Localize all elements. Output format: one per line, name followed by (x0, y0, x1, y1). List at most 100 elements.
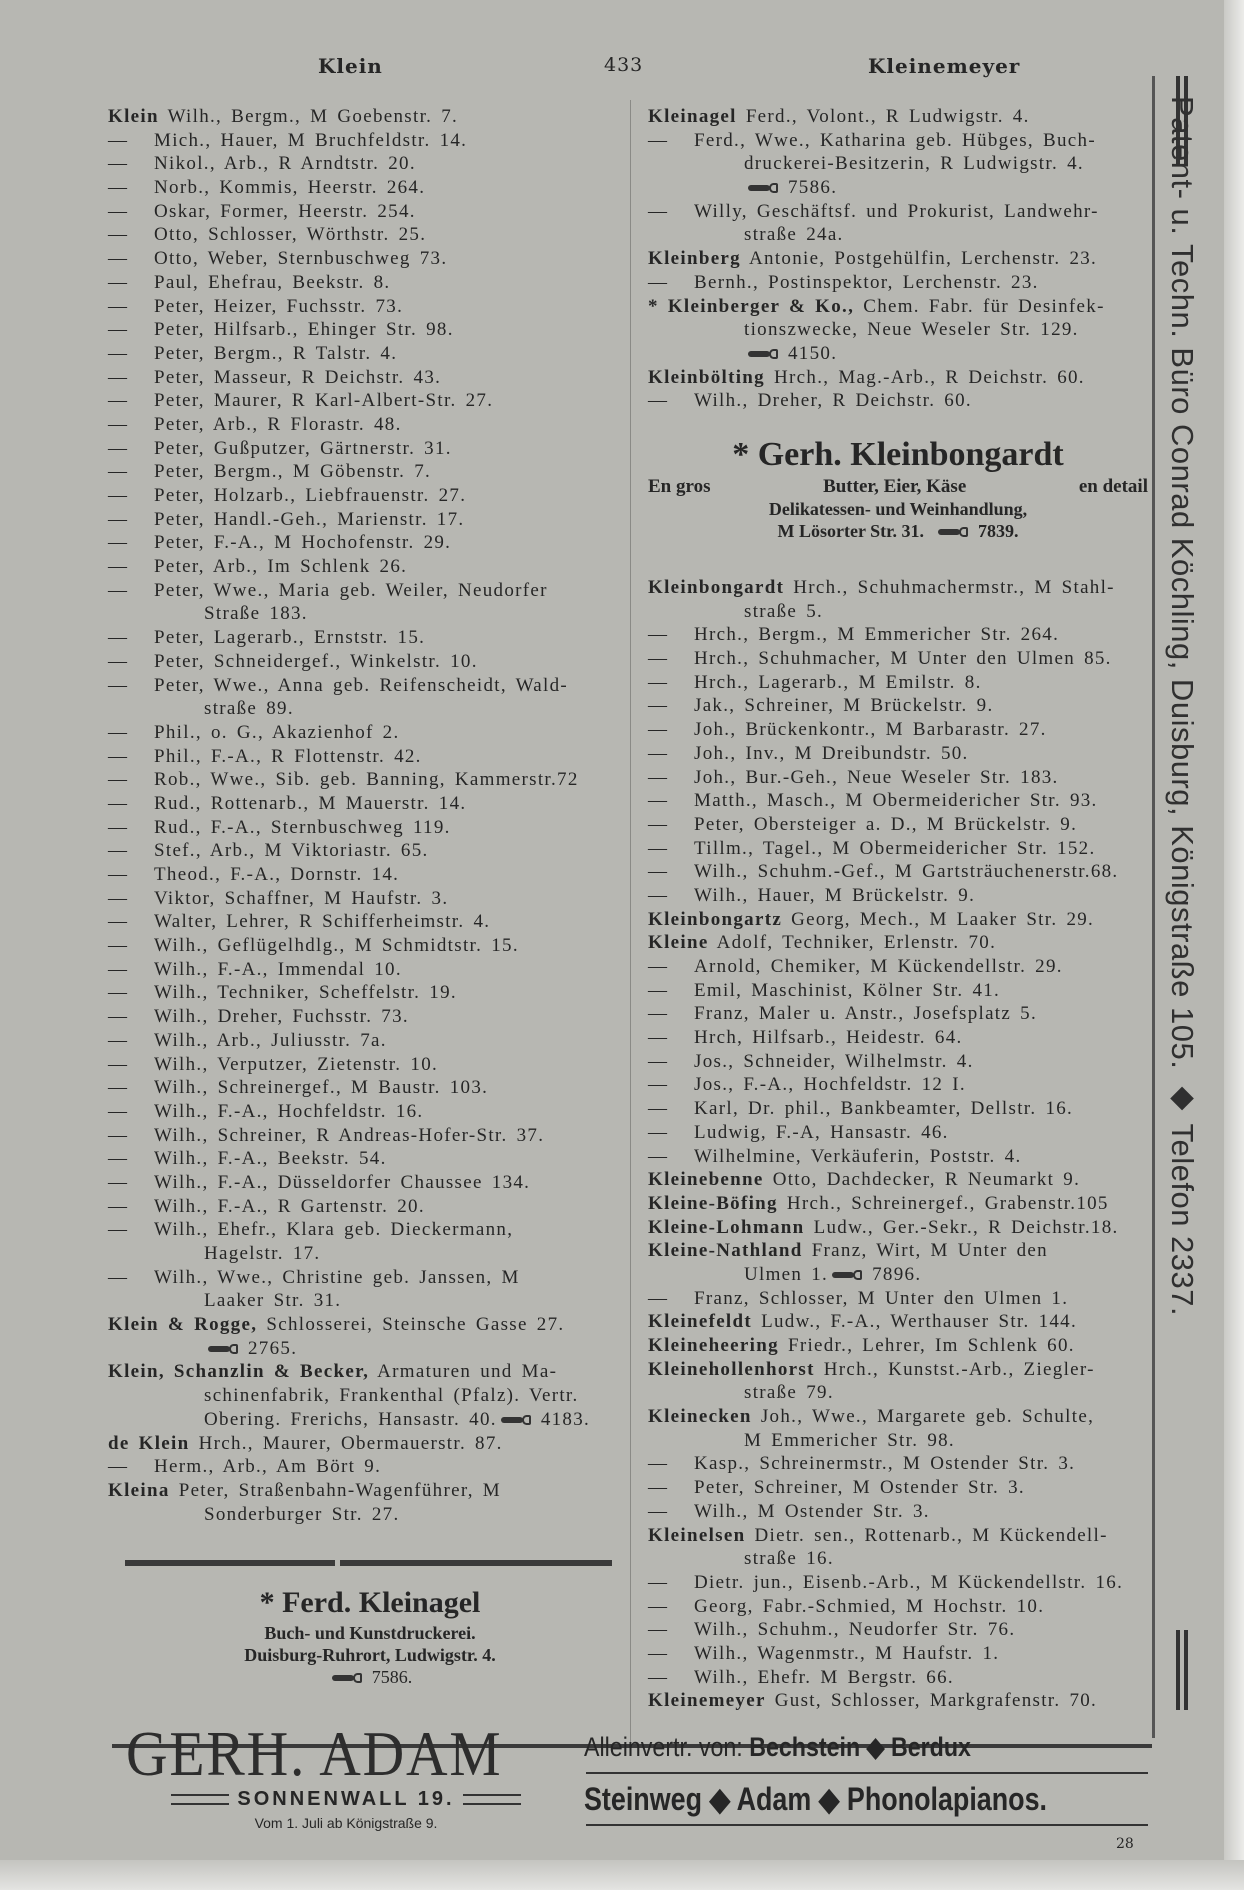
entry-text: Peter, Straßenbahn-Wagenführer, M (178, 1479, 502, 1501)
entry-line: — Peter, Hilfsarb., Ehinger Str. 98. (108, 318, 623, 342)
directory-entry: — Wilh., F.-A., R Gartenstr. 20. (108, 1195, 623, 1219)
entry-text: Bernh., Postinspektor, Lerchenstr. 23. (694, 271, 1039, 293)
ad-address-line: M Lösorter Str. 31. 7839. (648, 520, 1148, 542)
ad-phone: 7839. (977, 521, 1019, 541)
entry-text: Wilh., Wwe., Christine geb. Janssen, M (154, 1266, 520, 1288)
ditto-dash: — (108, 935, 129, 957)
entry-text: Peter, Bergm., R Talstr. 4. (154, 342, 398, 364)
directory-entry: — Walter, Lehrer, R Schifferheimstr. 4. (108, 910, 623, 934)
ad-line: Duisburg-Ruhrort, Ludwigstr. 4. (244, 1645, 496, 1665)
ditto-dash: — (648, 1121, 669, 1143)
entry-text: Peter, Hilfsarb., Ehinger Str. 98. (154, 319, 454, 341)
entry-text: Peter, Holzarb., Liebfrauenstr. 27. (154, 485, 467, 506)
entry-line: Kleine-Nathland Franz, Wirt, M Unter den (648, 1239, 1148, 1263)
ditto-dash: — (108, 650, 129, 672)
entry-text: Hrch., Lagerarb., M Emilstr. 8. (694, 671, 982, 693)
entry-line: — Wilh., Schuhm.-Gef., M Gartsträucheners… (648, 860, 1148, 884)
entry-text: Peter, Maurer, R Karl-Albert-Str. 27. (154, 390, 494, 412)
directory-entry: — Otto, Weber, Sternbuschweg 73. (108, 247, 623, 271)
scan-edge (1224, 0, 1244, 1890)
entry-text: Wilh., Ehefr. M Bergstr. 66. (694, 1666, 954, 1688)
ad-line: Delikatessen- und Weinhandlung, (768, 499, 1028, 519)
entry-text: Franz, Wirt, M Unter den (811, 1240, 1048, 1262)
telephone-icon (832, 1270, 863, 1281)
directory-entry: — Georg, Fabr.-Schmied, M Hochstr. 10. (648, 1595, 1148, 1619)
entry-line: — Willy, Geschäftsf. und Prokurist, Landw… (648, 200, 1148, 224)
directory-entry: — Peter, Handl.-Geh., Marienstr. 17. (108, 508, 623, 532)
directory-entry: — Hrch., Bergm., M Emmericher Str. 264. (648, 623, 1148, 647)
entry-line: M Emmericher Str. 98. (648, 1429, 1148, 1453)
entry-text: Laaker Str. 31. (204, 1290, 342, 1312)
ditto-dash: — (648, 1500, 669, 1522)
directory-entry: Klein Wilh., Bergm., M Goebenstr. 7. (108, 105, 623, 129)
directory-entry: — Dietr. jun., Eisenb.-Arb., M Kückendell… (648, 1571, 1148, 1595)
directory-entry: — Peter, Wwe., Anna geb. Reifenscheidt, W… (108, 674, 623, 721)
directory-entry: — Wilh., Dreher, R Deichstr. 60. (648, 389, 1148, 413)
directory-entry: — Emil, Maschinist, Kölner Str. 41. (648, 979, 1148, 1003)
directory-entry: — Wilh., Hauer, M Brückelstr. 9. (648, 884, 1148, 908)
directory-entry: — Wilh., Schuhm., Neudorfer Str. 76. (648, 1618, 1148, 1642)
entry-line: Sonderburger Str. 27. (108, 1503, 623, 1527)
entry-text: Adolf, Techniker, Erlenstr. 70. (716, 932, 997, 954)
double-bar (462, 1794, 521, 1806)
entry-surname: Kleinebenne (648, 1169, 764, 1191)
directory-entry: — Joh., Brückenkontr., M Barbarastr. 27. (648, 718, 1148, 742)
entry-text: Franz, Maler u. Anstr., Josefsplatz 5. (694, 1003, 1038, 1025)
entry-line: tionszwecke, Neue Weseler Str. 129. (648, 318, 1148, 342)
ditto-dash: — (648, 837, 669, 859)
directory-entry: * Kleinberger & Ko., Chem. Fabr. für Des… (648, 295, 1148, 366)
entry-line: — Peter, Maurer, R Karl-Albert-Str. 27. (108, 389, 623, 413)
entry-text: Wilh., F.-A., Hochfeldstr. 16. (154, 1100, 424, 1122)
directory-entry: — Hrch., Lagerarb., M Emilstr. 8. (648, 671, 1148, 695)
directory-entry: — Theod., F.-A., Dornstr. 14. (108, 863, 623, 887)
entry-text: Ferd., Volont., R Ludwigstr. 4. (745, 106, 1030, 127)
directory-entry: — Franz, Schlosser, M Unter den Ulmen 1. (648, 1287, 1148, 1311)
entry-text: Peter, Lagerarb., Ernststr. 15. (154, 627, 426, 649)
entry-line: — Wilh., F.-A., Beekstr. 54. (108, 1147, 623, 1171)
entry-line: — Jak., Schreiner, M Brückelstr. 9. (648, 694, 1148, 718)
entry-text: Peter, Bergm., M Göbenstr. 7. (154, 461, 432, 483)
entry-line: 7586. (648, 176, 1148, 200)
entry-text: Phil., o. G., Akazienhof 2. (154, 721, 400, 743)
entry-line: Laaker Str. 31. (108, 1289, 623, 1313)
directory-entry: — Wilh., Schreiner, R Andreas-Hofer-Str. … (108, 1124, 623, 1148)
directory-entry: — Rud., Rottenarb., M Mauerstr. 14. (108, 792, 623, 816)
entry-text: Ferd., Wwe., Katharina geb. Hübges, Buch… (694, 129, 1096, 151)
entry-line: — Peter, Arb., Im Schlenk 26. (108, 555, 623, 579)
ditto-dash: — (108, 271, 129, 293)
entry-text: Wilh., Schuhm.-Gef., M Gartsträuchenerst… (694, 861, 1119, 883)
footer-underline (586, 1824, 1148, 1826)
phone-number: 4183. (540, 1408, 591, 1430)
directory-entry: — Peter, Holzarb., Liebfrauenstr. 27. (108, 484, 623, 508)
directory-entry: — Peter, Obersteiger a. D., M Brückelstr.… (648, 813, 1148, 837)
entry-text: Peter, Obersteiger a. D., M Brückelstr. … (694, 813, 1078, 835)
ditto-dash: — (108, 390, 129, 412)
ditto-dash: — (648, 979, 669, 1001)
entry-text: Chem. Fabr. für Desinfek- (863, 295, 1105, 317)
entry-line: Kleine Adolf, Techniker, Erlenstr. 70. (648, 931, 1148, 955)
entry-text: Antonie, Postgehülfin, Lerchenstr. 23. (749, 248, 1098, 270)
entry-line: — Dietr. jun., Eisenb.-Arb., M Kückendell… (648, 1571, 1148, 1595)
ditto-dash: — (648, 1287, 669, 1309)
entry-text: Hrch., Bergm., M Emmericher Str. 264. (694, 624, 1060, 646)
entry-line: Kleinbongardt Hrch., Schuhmachermstr., M… (648, 576, 1148, 600)
entry-line: — Wilh., Dreher, R Deichstr. 60. (648, 389, 1148, 413)
entry-text: Wilh., Techniker, Scheffelstr. 19. (154, 982, 457, 1004)
directory-entry: — Willy, Geschäftsf. und Prokurist, Landw… (648, 200, 1148, 247)
footer-ad-name: GERH. ADAM (126, 1718, 503, 1789)
entry-text: Hrch., Schreinergef., Grabenstr.105 (786, 1192, 1109, 1214)
entry-text: Wilh., F.-A., Beekstr. 54. (154, 1148, 387, 1170)
entry-line: — Franz, Maler u. Anstr., Josefsplatz 5. (648, 1002, 1148, 1026)
entry-text: Peter, F.-A., M Hochofenstr. 29. (154, 532, 452, 554)
phone-number: 7586. (788, 177, 838, 199)
ditto-dash: — (108, 556, 129, 578)
separator-rule (340, 1560, 612, 1566)
entry-text: druckerei-Besitzerin, R Ludwigstr. 4. (744, 153, 1084, 175)
entry-line: Obering. Frerichs, Hansastr. 40. 4183. (108, 1408, 623, 1432)
directory-entry: — Kasp., Schreinermstr., M Ostender Str. … (648, 1452, 1148, 1476)
entry-line: — Tillm., Tagel., M Obermeidericher Str. … (648, 837, 1148, 861)
entry-line: Kleinbölting Hrch., Mag.-Arb., R Deichst… (648, 366, 1148, 390)
entry-surname: Kleinelsen (648, 1524, 746, 1546)
ad-products: Butter, Eier, Käse (823, 476, 967, 497)
entry-line: — Peter, Schneidergef., Winkelstr. 10. (108, 650, 623, 674)
